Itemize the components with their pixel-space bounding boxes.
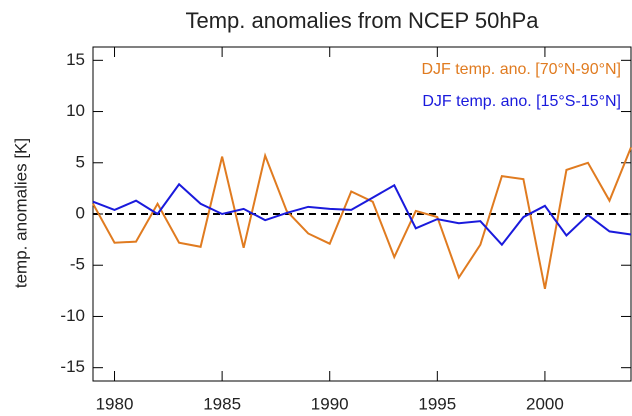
y-tick-label: 0 [76,203,85,222]
y-tick-label: -5 [70,255,85,274]
legend-label: DJF temp. ano. [15°S-15°N] [422,93,621,110]
chart-title: Temp. anomalies from NCEP 50hPa [186,8,540,33]
y-tick-label: -10 [60,306,85,325]
x-tick-label: 1995 [418,394,456,413]
y-tick-label: 15 [66,50,85,69]
series-line [92,182,632,247]
x-tick-label: 2000 [526,394,564,413]
series-line [92,147,632,289]
y-tick-label: 5 [76,152,85,171]
legend-label: DJF temp. ano. [70°N-90°N] [421,61,621,78]
x-tick-label: 1980 [96,394,134,413]
y-tick-label: -15 [60,357,85,376]
x-tick-label: 1985 [203,394,241,413]
y-tick-label: 10 [66,101,85,120]
y-axis-label: temp. anomalies [K] [11,138,30,288]
x-tick-label: 1990 [311,394,349,413]
